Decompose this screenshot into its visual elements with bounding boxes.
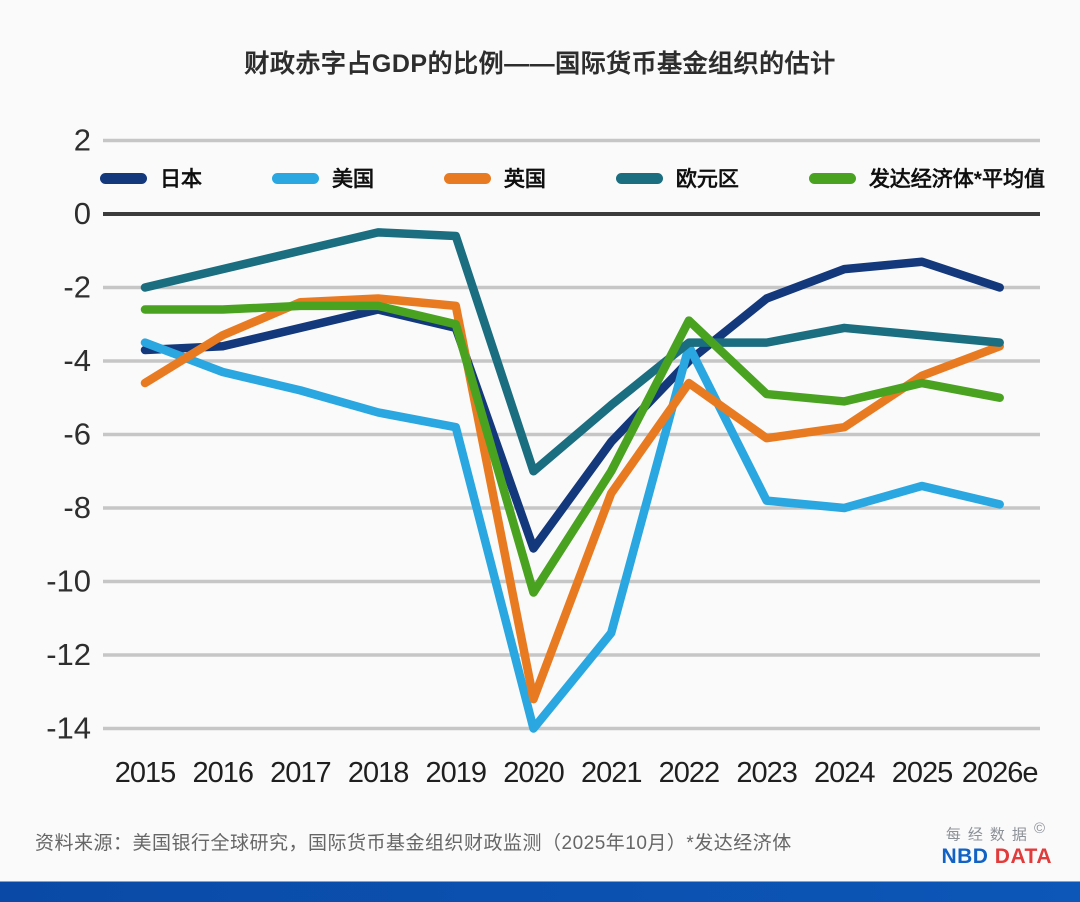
legend-label: 日本: [160, 168, 202, 191]
x-tick-label: 2020: [503, 757, 564, 789]
legend-swatch: [615, 172, 663, 184]
x-tick-label: 2022: [659, 757, 720, 789]
x-tick-label: 2023: [736, 757, 797, 789]
legend-swatch: [443, 172, 491, 184]
x-tick-label: 2018: [348, 757, 409, 789]
source-note: 资料来源：美国银行全球研究，国际货币基金组织财政监测（2025年10月）*发达经…: [35, 833, 792, 854]
legend-label: 欧元区: [675, 168, 739, 191]
y-tick-label: -10: [46, 564, 91, 599]
x-tick-label: 2024: [814, 757, 875, 789]
legend-label: 美国: [331, 168, 374, 191]
series-line-4: [140, 301, 1004, 597]
y-tick-label: -2: [63, 270, 91, 305]
legend-item-1: 美国: [271, 163, 374, 193]
x-tick-label: 2015: [115, 757, 176, 789]
series-line-0: [140, 257, 1004, 553]
y-tick-label: 2: [74, 123, 91, 158]
legend-item-3: 欧元区: [615, 163, 739, 193]
series-line-3: [140, 228, 1004, 476]
line-chart: 2 0 -2 -4 -6 -8 -10 -12 -14 2015 2016 2017 2018 2019 2…: [46, 123, 1040, 789]
chart-title: 财政赤字占GDP的比例——国际货币基金组织的估计: [244, 50, 836, 78]
legend-label: 发达经济体*平均值: [868, 168, 1045, 191]
series-line-1: [140, 338, 1004, 733]
x-tick-label: 2017: [270, 757, 331, 789]
legend-swatch: [271, 172, 319, 184]
y-tick-label: -4: [63, 343, 91, 378]
x-tick-label: 2016: [192, 757, 253, 789]
y-tick-label: -14: [46, 711, 91, 746]
legend-swatch: [808, 172, 856, 184]
legend-item-0: 日本: [100, 163, 202, 193]
y-tick-label: -6: [63, 417, 91, 452]
x-tick-label: 2026e: [962, 757, 1038, 789]
copyright-mark: ©: [1033, 820, 1052, 837]
x-tick-label: 2019: [426, 757, 487, 789]
y-tick-label: -8: [63, 490, 91, 525]
legend-item-2: 英国: [443, 163, 546, 193]
legend-label: 英国: [503, 168, 546, 191]
bottom-accent-bar: [0, 881, 1080, 902]
y-tick-label: 0: [74, 196, 91, 231]
nbd-logo: 每经数据© NBD DATA: [941, 820, 1052, 869]
y-tick-label: -12: [46, 637, 91, 672]
nbd-logo-chinese: 每经数据©: [945, 820, 1052, 844]
chart-legend: 日本 美国 英国 欧元区 发达经济体*平均值: [100, 163, 1045, 193]
legend-swatch: [100, 172, 147, 184]
legend-item-4: 发达经济体*平均值: [808, 163, 1045, 193]
nbd-logo-english: NBD DATA: [941, 844, 1052, 868]
x-tick-label: 2025: [892, 757, 953, 789]
x-tick-label: 2021: [581, 757, 642, 789]
